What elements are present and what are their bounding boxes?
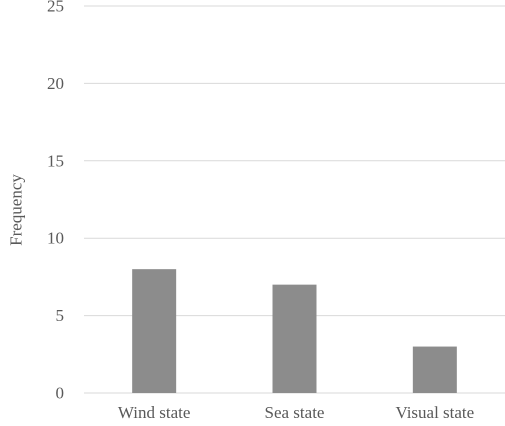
bar-sea-state	[272, 284, 317, 393]
x-tick-label: Visual state	[395, 403, 474, 422]
y-tick-label: 25	[47, 0, 64, 16]
y-tick-label: 15	[47, 151, 64, 170]
y-tick-label: 5	[56, 306, 65, 325]
y-tick-label: 0	[56, 384, 65, 403]
y-tick-label: 20	[47, 74, 64, 93]
x-tick-label: Wind state	[118, 403, 191, 422]
bars	[132, 269, 457, 393]
y-axis-title: Frequency	[7, 174, 26, 246]
bar-visual-state	[412, 346, 457, 393]
bar-wind-state	[132, 269, 177, 393]
x-axis-ticks: Wind state Sea state Visual state	[118, 403, 474, 422]
y-axis-ticks: 0 5 10 15 20 25	[47, 0, 64, 403]
x-tick-label: Sea state	[265, 403, 325, 422]
y-tick-label: 10	[47, 229, 64, 248]
